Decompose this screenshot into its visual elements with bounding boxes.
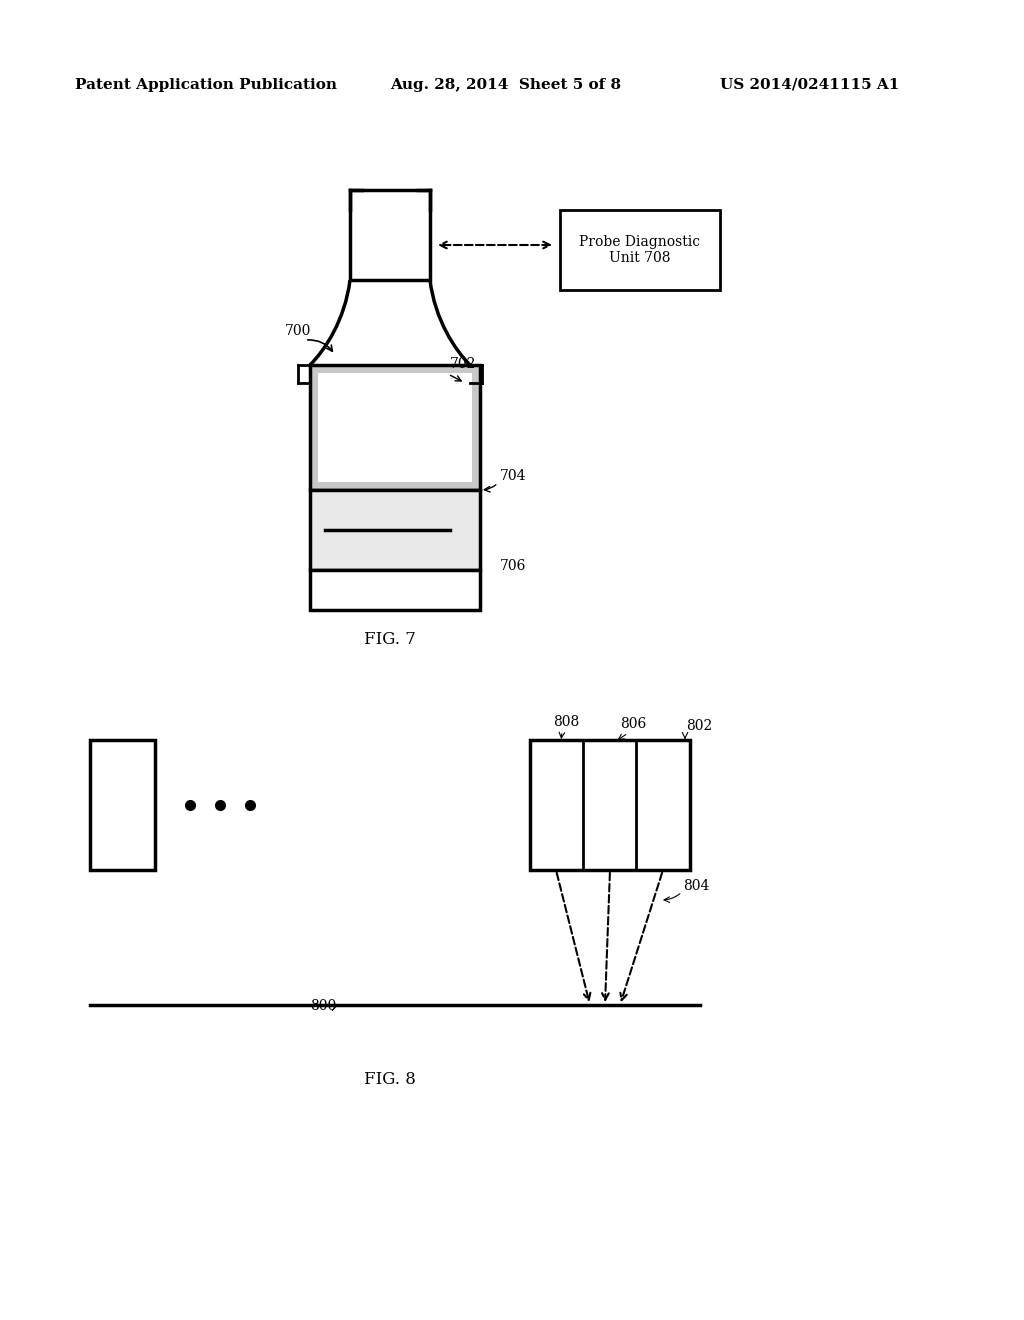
Bar (310, 570, 480, 610)
Bar (530, 741, 690, 870)
Text: 700: 700 (285, 323, 311, 338)
Text: Aug. 28, 2014  Sheet 5 of 8: Aug. 28, 2014 Sheet 5 of 8 (390, 78, 622, 92)
Text: 800: 800 (310, 999, 336, 1012)
Bar (560, 210, 720, 290)
Bar (310, 366, 480, 490)
Text: 806: 806 (620, 717, 646, 731)
Text: FIG. 8: FIG. 8 (365, 1072, 416, 1089)
Text: 706: 706 (500, 558, 526, 573)
Bar (350, 190, 430, 280)
Text: 808: 808 (553, 715, 580, 729)
Bar (90, 741, 155, 870)
Bar (310, 490, 480, 570)
Text: FIG. 7: FIG. 7 (365, 631, 416, 648)
Text: 704: 704 (500, 469, 526, 483)
Text: Patent Application Publication: Patent Application Publication (75, 78, 337, 92)
Text: 804: 804 (683, 879, 710, 894)
Bar (318, 374, 472, 482)
Text: US 2014/0241115 A1: US 2014/0241115 A1 (720, 78, 899, 92)
Text: 802: 802 (686, 719, 713, 733)
Text: Probe Diagnostic
Unit 708: Probe Diagnostic Unit 708 (580, 235, 700, 265)
Text: 702: 702 (450, 356, 476, 371)
